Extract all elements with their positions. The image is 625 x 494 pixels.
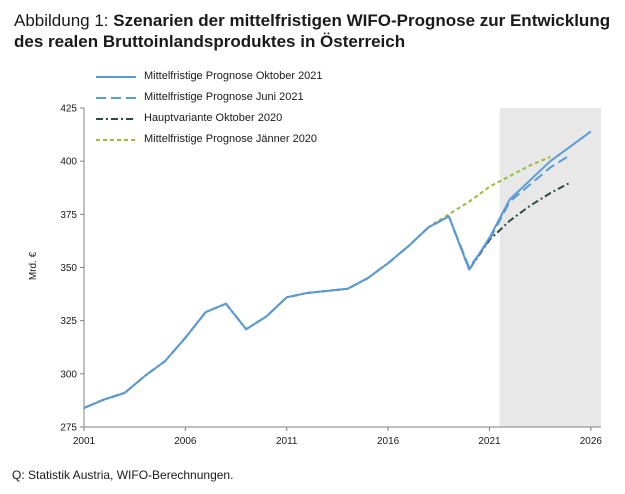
y-tick-label: 375 [60,210,77,221]
y-tick-label: 325 [60,316,77,327]
x-tick-label: 2001 [73,436,96,447]
source-note: Q: Statistik Austria, WIFO-Berechnungen. [12,468,234,482]
series-okt2021-line [83,130,592,409]
chart-title-main: Szenarien der mittelfristigen WIFO-Progn… [14,11,611,51]
legend-label-haupt2020: Hauptvariante Oktober 2020 [144,112,283,124]
x-tick-label: 2011 [276,436,298,447]
legend-swatch-jaenner2020 [96,139,136,141]
legend-swatch-okt2021 [96,76,136,78]
chart-title-prefix: Abbildung 1: [14,11,114,30]
axes [80,107,601,431]
series-lines [83,130,592,409]
chart-title: Abbildung 1: Szenarien der mittelfristig… [14,10,614,52]
series-haupt2020-line [83,181,572,409]
legend-swatch-haupt2020 [96,118,136,120]
legend-label-juni2021: Mittelfristige Prognose Juni 2021 [144,91,304,103]
y-tick-label: 275 [60,423,77,434]
tick-labels: 275 300 325 350 375 400 425 2001 2006 2011 2016 202… [60,104,602,448]
forecast-shade-rect [499,108,601,427]
legend-label-okt2021: Mittelfristige Prognose Oktober 2021 [144,70,323,82]
x-tick-label: 2021 [478,436,501,447]
legend-swatch-juni2021 [96,97,136,99]
y-tick-label: 400 [60,157,77,168]
legend-label-jaenner2020: Mittelfristige Prognose Jänner 2020 [144,133,318,145]
y-tick-label: 425 [60,104,77,115]
forecast-shaded-region [499,108,601,427]
x-tick-label: 2006 [174,436,197,447]
y-axis-label: Mrd. € [28,251,39,280]
x-tick-label: 2016 [377,436,400,447]
y-tick-label: 350 [60,263,77,274]
y-tick-label: 300 [60,369,77,380]
x-tick-label: 2026 [580,436,603,447]
